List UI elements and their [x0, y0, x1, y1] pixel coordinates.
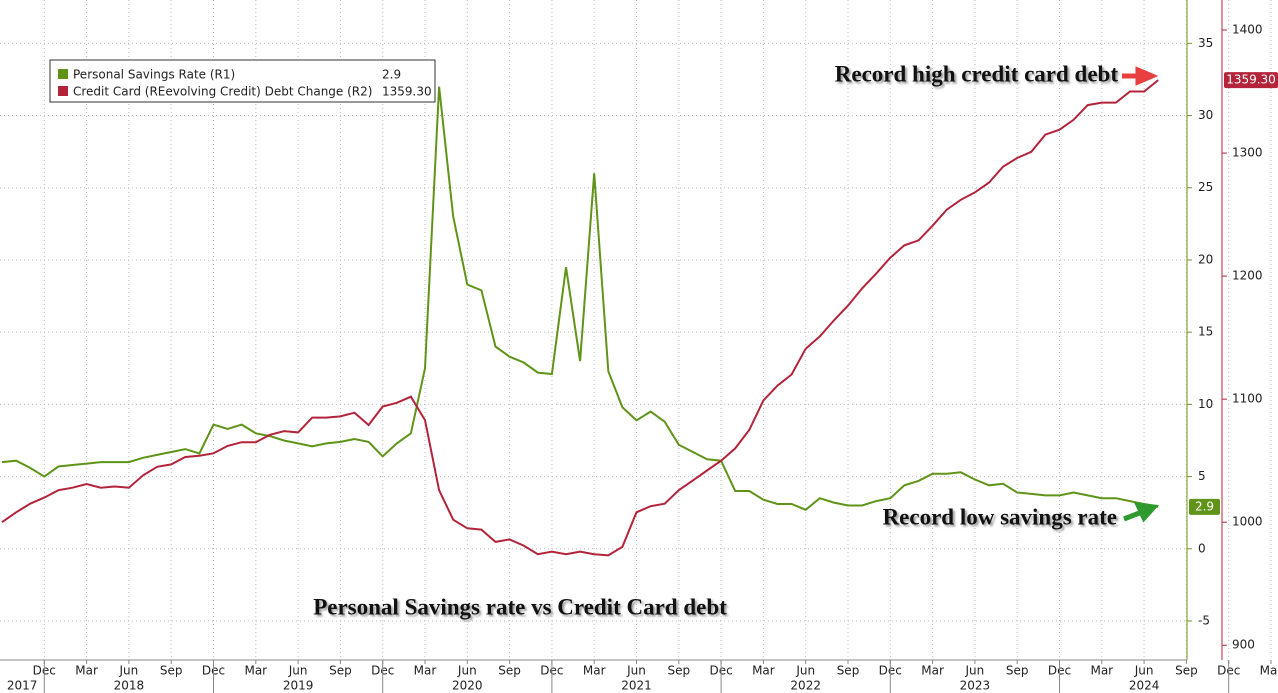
x-tick-label: Sep: [1175, 664, 1198, 678]
x-tick-label: Jun: [119, 664, 139, 678]
y2-tick-label: 1400: [1232, 23, 1263, 37]
x-tick-label: Jun: [795, 664, 815, 678]
last-value-box: [1189, 498, 1220, 515]
legend-label: Credit Card (REevolving Credit) Debt Cha…: [73, 85, 372, 99]
legend-value: 2.9: [382, 68, 401, 82]
x-tick-label: Mar: [75, 664, 98, 678]
legend: Personal Savings Rate (R1) 2.9 Credit Ca…: [49, 59, 436, 103]
year-label: 2024: [1129, 679, 1160, 693]
x-tick-label: Sep: [1006, 664, 1029, 678]
arrow: [1123, 501, 1160, 523]
x-tick-label: Mar: [244, 664, 267, 678]
annotation: Record low savings rate: [883, 504, 1117, 529]
x-tick-label: Sep: [498, 664, 521, 678]
year-label: 2019: [283, 679, 314, 693]
series-line: [1, 79, 1159, 557]
y-tick-label: 15: [1198, 325, 1213, 339]
x-tick-label: Jun: [288, 664, 308, 678]
y-tick-label: 10: [1198, 397, 1213, 411]
y-tick-label: 30: [1198, 108, 1213, 122]
series-line: [1, 86, 1159, 511]
y2-tick-label: 1200: [1232, 269, 1263, 283]
x-tick-label: Mar: [1260, 664, 1278, 678]
lines: [1, 79, 1159, 557]
y-tick-label: 25: [1198, 180, 1213, 194]
x-tick-label: Mar: [414, 664, 437, 678]
legend-value: 1359.30: [382, 85, 432, 99]
y2-tick-label: 900: [1232, 638, 1255, 652]
x-tick-label: Mar: [583, 664, 606, 678]
y-tick-label: -5: [1198, 614, 1210, 628]
last-value-label: 2.9: [1195, 499, 1214, 513]
x-tick-label: Sep: [329, 664, 352, 678]
last-value-label: 1359.30: [1226, 73, 1276, 87]
annotation: Personal Savings rate vs Credit Card deb…: [313, 594, 727, 619]
year-label: 2018: [114, 679, 145, 693]
y-tick-label: 5: [1198, 469, 1206, 483]
arrow: [1122, 66, 1159, 86]
year-label: 2017: [7, 679, 38, 693]
y-tick-label: 35: [1198, 36, 1213, 50]
x-tick-label: Mar: [752, 664, 775, 678]
year-label: 2020: [452, 679, 483, 693]
x-tick-label: Sep: [837, 664, 860, 678]
x-tick-label: Sep: [160, 664, 183, 678]
x-tick-label: Sep: [667, 664, 690, 678]
year-label: 2021: [621, 679, 652, 693]
legend-box: [49, 59, 436, 103]
y2-tick-label: 1000: [1232, 515, 1263, 529]
legend-label: Personal Savings Rate (R1): [73, 68, 235, 82]
legend-swatch: [58, 86, 68, 96]
x-tick-label: Jun: [626, 664, 646, 678]
y-tick-label: 0: [1198, 541, 1206, 555]
x-tick-label: Jun: [457, 664, 477, 678]
x-tick-label: Jun: [1134, 664, 1154, 678]
y-tick-label: 20: [1198, 252, 1213, 266]
y2-tick-label: 1300: [1232, 146, 1263, 160]
year-label: 2023: [960, 679, 991, 693]
year-label: 2022: [790, 679, 821, 693]
last-value-box: [1224, 72, 1278, 89]
x-tick-label: Mar: [921, 664, 944, 678]
x-tick-label: Mar: [1090, 664, 1113, 678]
annotation: Record high credit card debt: [835, 61, 1119, 86]
y2-tick-label: 1100: [1232, 392, 1263, 406]
legend-swatch: [58, 69, 68, 79]
x-tick-label: Jun: [965, 664, 985, 678]
